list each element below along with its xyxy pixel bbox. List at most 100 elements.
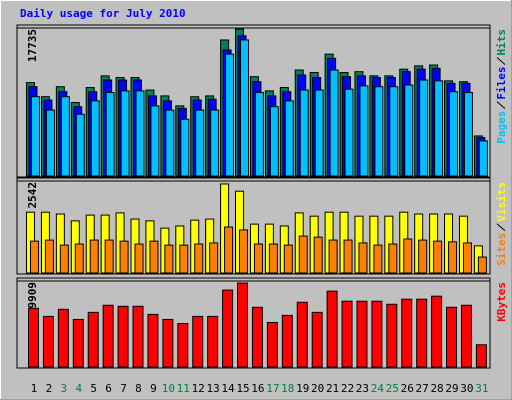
- bar: [225, 53, 235, 177]
- bar: [135, 90, 145, 177]
- bar: [418, 239, 428, 274]
- bar: [30, 240, 39, 274]
- bar: [298, 235, 308, 274]
- bar: [299, 89, 309, 177]
- bar: [268, 243, 278, 274]
- bar: [222, 289, 234, 368]
- bar: [134, 243, 144, 274]
- x-tick-label: 17: [266, 382, 279, 395]
- bar: [120, 90, 130, 177]
- bar: [266, 321, 278, 368]
- y-tick-label: 17735: [26, 29, 39, 62]
- bar: [403, 238, 413, 274]
- bar: [283, 244, 293, 274]
- bar: [42, 315, 54, 368]
- bar: [311, 311, 323, 368]
- bar: [341, 300, 353, 368]
- legend-label: KBytes: [495, 282, 508, 322]
- x-tick-label: 25: [386, 382, 399, 395]
- bar: [449, 91, 459, 177]
- x-tick-label: 3: [61, 382, 68, 395]
- bar: [59, 244, 69, 274]
- bar: [209, 242, 219, 274]
- bar: [237, 282, 249, 368]
- bar: [207, 315, 219, 368]
- bar: [416, 298, 428, 368]
- bar: [102, 304, 114, 368]
- legend-separator: [496, 223, 506, 232]
- x-tick-label: 26: [401, 382, 414, 395]
- bar: [75, 113, 85, 177]
- bar: [162, 318, 174, 368]
- bar: [389, 86, 399, 177]
- bar: [460, 304, 472, 368]
- x-tick-label: 6: [105, 382, 112, 395]
- bar: [254, 92, 264, 177]
- bar: [60, 96, 70, 177]
- bar: [165, 109, 175, 177]
- bar: [44, 239, 54, 274]
- x-tick-label: 15: [236, 382, 249, 395]
- x-tick-label: 19: [296, 382, 309, 395]
- bar: [313, 236, 323, 274]
- bar: [359, 85, 369, 177]
- bar: [192, 315, 204, 368]
- legend-label: Files: [495, 67, 508, 100]
- x-tick-label: 29: [445, 382, 458, 395]
- bar: [240, 39, 250, 177]
- bar: [373, 244, 383, 274]
- bar: [195, 109, 205, 177]
- bar: [434, 80, 444, 177]
- bar: [269, 106, 279, 177]
- bar: [104, 239, 114, 274]
- bar: [57, 308, 69, 368]
- bar: [224, 226, 234, 274]
- x-tick-label: 5: [90, 382, 97, 395]
- bar: [251, 306, 263, 368]
- bar: [239, 229, 249, 274]
- x-tick-label: 16: [251, 382, 264, 395]
- bar: [401, 298, 413, 368]
- bar: [477, 256, 487, 274]
- bar: [149, 240, 159, 274]
- y-tick-label: 2542: [26, 182, 39, 209]
- bar: [74, 243, 84, 274]
- bar: [105, 92, 115, 177]
- legend-separator: [496, 101, 506, 110]
- legend-label: Visits: [495, 182, 508, 222]
- x-tick-label: 23: [356, 382, 369, 395]
- bar: [210, 109, 220, 177]
- bar: [132, 305, 144, 368]
- legend-label: Hits: [495, 29, 508, 56]
- x-tick-label: 21: [326, 382, 339, 395]
- bar: [343, 239, 353, 274]
- legend-label: Pages: [495, 111, 508, 144]
- bar: [147, 313, 159, 368]
- bar: [164, 244, 174, 274]
- bar: [314, 89, 324, 177]
- bar: [433, 240, 443, 274]
- x-tick-label: 4: [75, 382, 82, 395]
- bar: [296, 301, 308, 368]
- x-tick-label: 2: [46, 382, 53, 395]
- x-tick-label: 1: [31, 382, 38, 395]
- bar: [358, 242, 368, 274]
- bar: [28, 307, 39, 368]
- bar: [374, 86, 384, 177]
- x-tick-label: 9: [150, 382, 157, 395]
- bar: [90, 100, 100, 177]
- x-tick-label: 18: [281, 382, 294, 395]
- bar: [478, 140, 488, 177]
- bar: [371, 300, 383, 368]
- x-tick-label: 14: [221, 382, 235, 395]
- bar: [150, 105, 160, 177]
- bar: [177, 323, 189, 368]
- bar: [281, 314, 293, 368]
- x-tick-label: 12: [192, 382, 205, 395]
- bar: [388, 243, 398, 274]
- x-tick-label: 24: [371, 382, 385, 395]
- bar: [475, 344, 487, 368]
- bar: [89, 239, 99, 274]
- bar: [328, 239, 338, 274]
